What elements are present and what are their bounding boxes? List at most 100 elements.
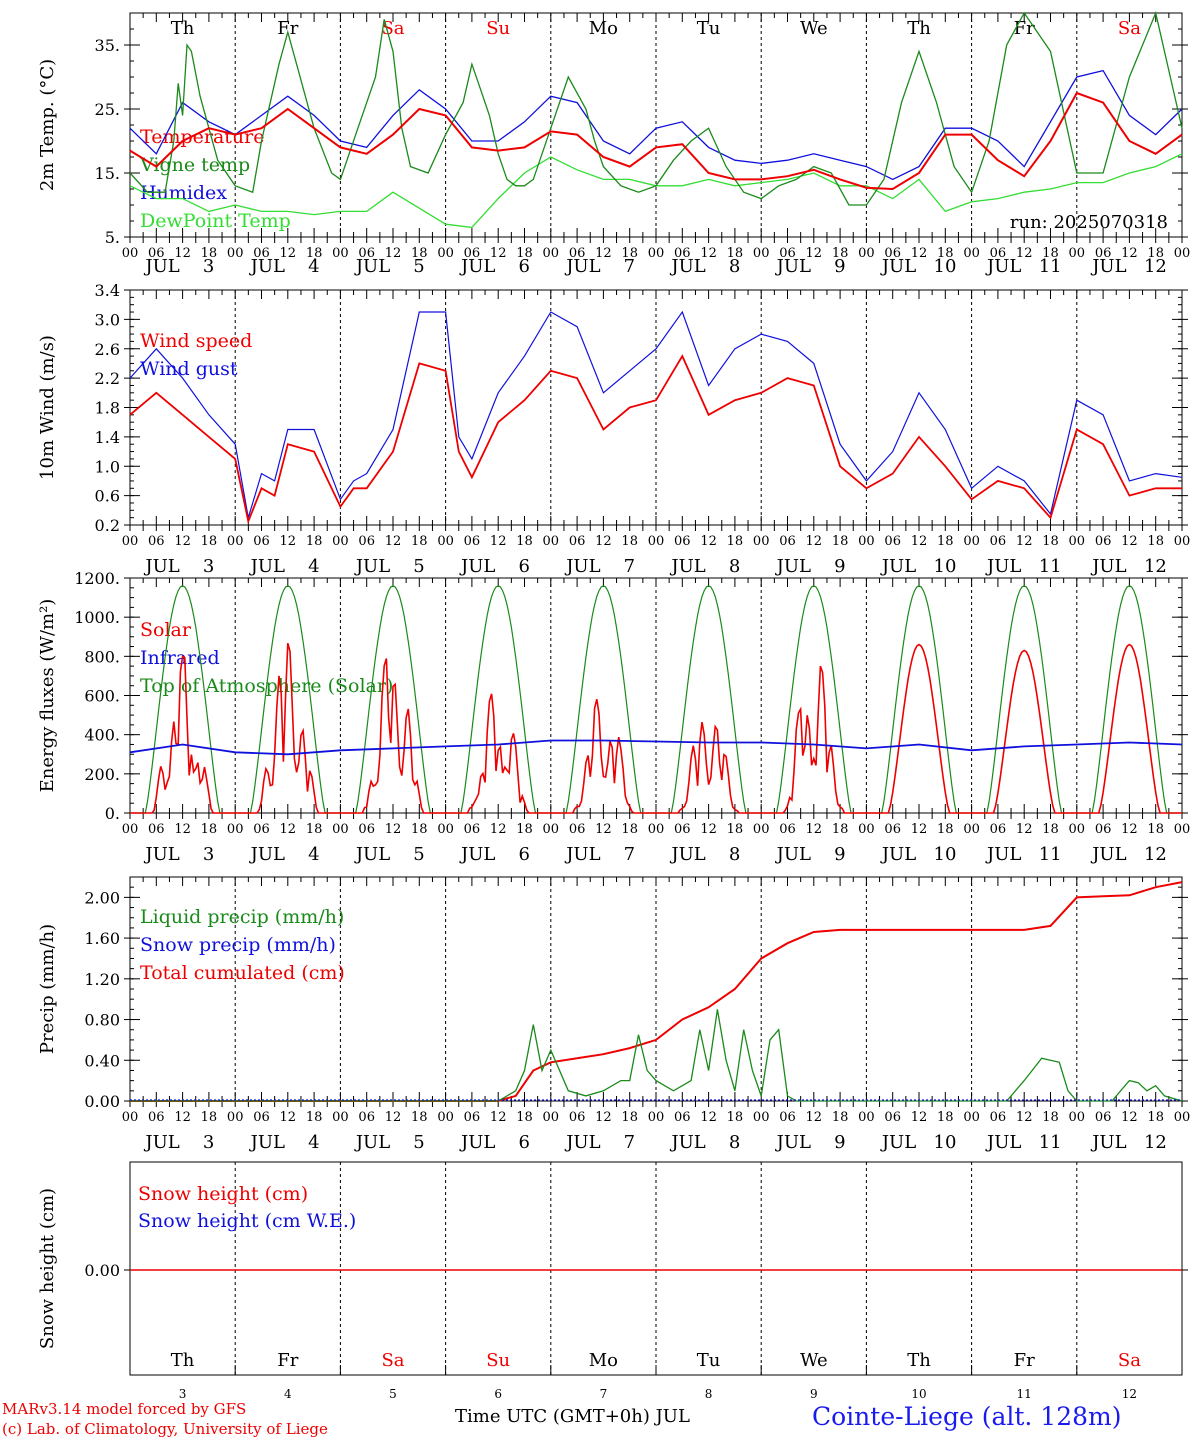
date-day-label: 11: [1039, 844, 1062, 865]
hour-tick-label: 12: [1016, 246, 1033, 261]
legend-entry: Humidex: [140, 182, 227, 204]
hour-tick-label: 12: [174, 246, 191, 261]
y-tick-label: 1.60: [84, 929, 120, 948]
hour-tick-label: 06: [884, 822, 901, 837]
series-line-wind-gust: [129, 310, 1183, 518]
date-month-label: JUL: [249, 844, 285, 865]
hour-tick-label: 00: [332, 534, 349, 549]
hour-tick-label: 12: [911, 246, 928, 261]
hour-tick-label: 06: [464, 822, 481, 837]
hour-tick-label: 00: [1069, 822, 1086, 837]
date-day-label: 12: [1144, 844, 1167, 865]
y-tick-label: 0.00: [84, 1261, 120, 1280]
hour-tick-label: 18: [727, 534, 744, 549]
hour-tick-label: 00: [963, 534, 980, 549]
date-month-label: JUL: [669, 1132, 705, 1153]
y-tick-label: 1.0: [95, 457, 120, 476]
date-day-label: 8: [729, 844, 740, 865]
lab-credit: (c) Lab. of Climatology, University of L…: [2, 1420, 328, 1438]
hour-tick-label: 00: [332, 822, 349, 837]
y-tick-label: 0.80: [84, 1011, 120, 1030]
date-month-label: JUL: [880, 556, 916, 577]
date-day-label: 9: [834, 844, 845, 865]
series-line-solar: [130, 642, 1182, 814]
hour-tick-label: 12: [385, 822, 402, 837]
y-tick-label: 0.6: [95, 487, 120, 506]
hour-tick-label: 18: [411, 822, 428, 837]
date-day-label: 12: [1144, 256, 1167, 277]
hour-tick-label: 00: [227, 534, 244, 549]
series-line-humidex: [129, 69, 1183, 181]
hour-tick-label: 18: [411, 1110, 428, 1125]
hour-tick-label: 18: [201, 1110, 218, 1125]
hour-tick-label: 18: [727, 822, 744, 837]
day-name-label: We: [800, 1350, 828, 1371]
hour-tick-label: 12: [174, 1110, 191, 1125]
hour-tick-label: 00: [1069, 246, 1086, 261]
date-day-label: 4: [308, 1132, 319, 1153]
x-axis-label: Time UTC (GMT+0h) JUL: [455, 1406, 690, 1427]
date-month-label: JUL: [1090, 1132, 1126, 1153]
date-day-label: 10: [911, 1387, 926, 1401]
legend-entry: Total cumulated (cm): [140, 962, 345, 984]
hour-tick-label: 18: [1042, 822, 1059, 837]
legend-entry: Snow height (cm): [138, 1183, 308, 1205]
hour-tick-label: 18: [516, 246, 533, 261]
hour-tick-label: 18: [1147, 534, 1164, 549]
date-day-label: 7: [624, 556, 635, 577]
hour-tick-label: 00: [858, 822, 875, 837]
hour-tick-label: 06: [464, 1110, 481, 1125]
hour-tick-label: 00: [1069, 1110, 1086, 1125]
hour-tick-label: 18: [621, 534, 638, 549]
hour-tick-label: 18: [1147, 1110, 1164, 1125]
hour-tick-label: 12: [700, 246, 717, 261]
date-day-label: 11: [1039, 1132, 1062, 1153]
hour-tick-label: 06: [569, 534, 586, 549]
hour-tick-label: 06: [674, 246, 691, 261]
hour-tick-label: 06: [358, 822, 375, 837]
hour-tick-label: 12: [806, 534, 823, 549]
hour-tick-label: 00: [437, 246, 454, 261]
hour-tick-label: 06: [884, 534, 901, 549]
day-name-label: Fr: [1014, 18, 1035, 39]
day-name-label: Th: [907, 1350, 931, 1371]
date-month-label: JUL: [880, 844, 916, 865]
hour-tick-label: 00: [122, 822, 139, 837]
hour-tick-label: 18: [937, 822, 954, 837]
y-tick-label: 2.00: [84, 888, 120, 907]
hour-tick-label: 00: [227, 246, 244, 261]
hour-tick-label: 12: [911, 1110, 928, 1125]
hour-tick-label: 12: [1121, 822, 1138, 837]
hour-tick-label: 00: [753, 822, 770, 837]
y-axis-label: Snow height (cm): [37, 1188, 58, 1349]
date-month-label: JUL: [985, 556, 1021, 577]
day-name-label: Su: [486, 18, 510, 39]
date-month-label: JUL: [354, 256, 390, 277]
hour-tick-label: 00: [437, 822, 454, 837]
hour-tick-label: 06: [1095, 534, 1112, 549]
hour-tick-label: 00: [122, 534, 139, 549]
date-day-label: 5: [413, 844, 424, 865]
hour-tick-label: 06: [253, 822, 270, 837]
date-day-label: 6: [518, 256, 529, 277]
hour-tick-label: 12: [1016, 822, 1033, 837]
legend-entry: Wind gust: [140, 358, 238, 380]
hour-tick-label: 12: [280, 534, 297, 549]
y-tick-label: 0.: [105, 804, 120, 823]
hour-tick-label: 12: [806, 822, 823, 837]
date-day-label: 8: [729, 556, 740, 577]
hour-tick-label: 12: [280, 1110, 297, 1125]
date-month-label: JUL: [1090, 844, 1126, 865]
hour-tick-label: 18: [727, 246, 744, 261]
hour-tick-label: 00: [1174, 1110, 1191, 1125]
date-day-label: 9: [810, 1387, 818, 1401]
y-tick-label: 15.: [95, 164, 120, 183]
y-tick-label: 1000.: [74, 608, 120, 627]
hour-tick-label: 18: [306, 822, 323, 837]
date-day-label: 6: [518, 844, 529, 865]
y-tick-label: 1.4: [95, 428, 120, 447]
y-tick-label: 200.: [84, 765, 120, 784]
legend-entry: Solar: [140, 619, 192, 641]
hour-tick-label: 18: [832, 1110, 849, 1125]
